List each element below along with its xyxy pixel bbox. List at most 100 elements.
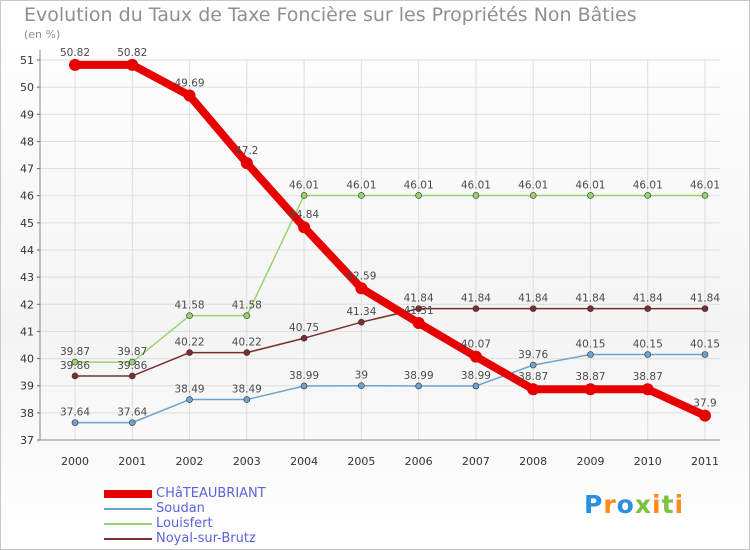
data-label: 50.82	[117, 47, 147, 59]
data-label: 37.64	[60, 407, 90, 419]
data-point	[644, 305, 652, 312]
brand-letter: t	[661, 490, 675, 519]
data-point	[701, 351, 709, 358]
legend-label: CHâTEAUBRIANT	[156, 486, 266, 501]
data-label: 46.01	[404, 179, 434, 191]
legend-swatch	[104, 489, 152, 498]
y-tick-label: 45	[20, 217, 34, 230]
data-point	[587, 305, 594, 312]
data-point	[300, 192, 308, 199]
x-tick-label: 2003	[233, 455, 261, 468]
series-line-noyal-sur-brutz	[74, 307, 706, 377]
legend-item: Soudan	[104, 501, 266, 516]
y-tick-label: 40	[20, 353, 34, 366]
data-point	[71, 419, 79, 426]
legend-label: Soudan	[156, 501, 205, 516]
x-tick-label: 2008	[519, 455, 547, 468]
legend-swatch	[104, 522, 152, 525]
chart-title: Evolution du Taux de Taxe Foncière sur l…	[24, 4, 637, 26]
data-point	[527, 383, 540, 396]
data-point	[183, 89, 196, 102]
data-point	[71, 358, 79, 366]
legend-swatch	[104, 507, 152, 510]
y-tick-label: 47	[20, 163, 34, 176]
data-point	[412, 317, 425, 330]
data-label: 38.87	[633, 371, 663, 383]
data-point	[415, 382, 422, 390]
y-tick-label: 43	[20, 271, 34, 284]
data-label: 38.99	[289, 370, 319, 382]
data-point	[469, 350, 482, 363]
brand-letter: x	[634, 490, 652, 519]
brand-letter: P	[584, 490, 604, 519]
legend-swatch	[104, 537, 152, 540]
data-point	[529, 192, 537, 199]
y-tick-label: 51	[20, 54, 34, 67]
data-point	[472, 305, 480, 312]
x-tick-label: 2004	[290, 455, 318, 468]
x-tick-label: 2011	[691, 455, 719, 468]
data-label: 39.76	[518, 349, 548, 361]
data-point	[243, 396, 251, 403]
y-tick-label: 46	[20, 190, 34, 203]
data-point	[415, 305, 422, 312]
data-label: 41.58	[232, 300, 262, 312]
data-point	[644, 351, 652, 358]
data-label: 41.58	[175, 300, 205, 312]
legend-item: Noyal-sur-Brutz	[104, 531, 266, 546]
data-point	[128, 372, 136, 380]
data-label: 38.87	[518, 371, 548, 383]
data-label: 40.22	[175, 337, 205, 349]
y-tick-label: 38	[20, 407, 34, 420]
data-point	[587, 351, 594, 358]
y-tick-label: 50	[20, 81, 34, 94]
data-point	[243, 312, 251, 319]
data-point	[71, 372, 79, 380]
data-label: 38.99	[461, 370, 491, 382]
y-axis-unit: (en %)	[24, 28, 61, 41]
data-label: 41.84	[404, 293, 434, 305]
data-label: 39.87	[117, 346, 147, 358]
data-point	[529, 361, 537, 369]
data-point	[300, 382, 308, 390]
brand-letter: o	[616, 490, 635, 519]
data-label: 42.59	[346, 270, 376, 282]
data-label: 46.01	[461, 179, 491, 191]
data-point	[128, 419, 136, 426]
data-point	[529, 305, 537, 312]
data-point	[355, 282, 368, 295]
data-label: 41.84	[690, 293, 720, 305]
data-point	[186, 396, 193, 403]
data-point	[69, 58, 81, 71]
data-point	[186, 349, 193, 356]
legend-label: Louisfert	[156, 516, 213, 531]
data-point	[587, 192, 594, 199]
data-point	[128, 358, 136, 366]
series-line-soudan	[74, 353, 706, 424]
data-point	[358, 382, 365, 390]
y-tick-label: 49	[20, 108, 34, 121]
brand-letter: r	[603, 490, 617, 519]
data-label: 41.84	[575, 293, 605, 305]
y-tick-label: 37	[20, 434, 34, 447]
data-label: 46.01	[346, 179, 376, 191]
data-label: 41.84	[633, 293, 663, 305]
data-label: 37.64	[117, 407, 147, 419]
data-point	[701, 305, 709, 312]
data-point	[641, 383, 654, 396]
data-label: 40.75	[289, 322, 319, 334]
y-tick-label: 39	[20, 380, 34, 393]
legend: CHâTEAUBRIANT Soudan Louisfert Noyal-sur-Br…	[104, 486, 266, 546]
data-label: 40.15	[575, 339, 605, 351]
data-label: 41.84	[461, 293, 491, 305]
legend-item: Louisfert	[104, 516, 266, 531]
data-label: 39	[355, 370, 368, 382]
series-line-louisfert	[74, 194, 706, 363]
data-label: 44.84	[289, 209, 319, 221]
brand-letter: i	[674, 490, 685, 519]
data-label: 41.31	[404, 305, 434, 317]
data-label: 38.49	[175, 384, 205, 396]
data-label: 40.22	[232, 337, 262, 349]
data-label: 46.01	[690, 179, 720, 191]
